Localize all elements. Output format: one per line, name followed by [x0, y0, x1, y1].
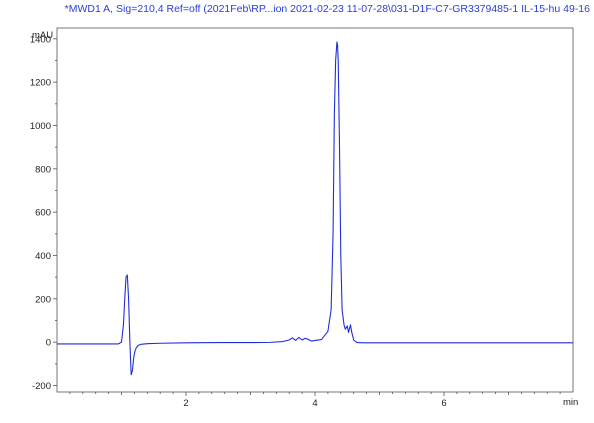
y-tick-label: 0 [46, 338, 51, 349]
x-tick-label: 6 [441, 398, 446, 409]
y-axis-ticks: -200 0 200 400 600 800 1000 1200 1400 [30, 34, 57, 392]
x-tick-label: 4 [312, 398, 317, 409]
x-axis-ticks: 2 4 6 [69, 392, 561, 409]
y-tick-label: 1200 [30, 78, 51, 89]
plot-frame [56, 27, 574, 393]
y-tick-label: -200 [32, 381, 51, 392]
y-axis-label: mAU [32, 30, 53, 41]
x-tick-label: 2 [183, 398, 188, 409]
y-tick-label: 200 [35, 294, 51, 305]
x-axis-label: min [563, 397, 578, 408]
y-tick-label: 1400 [30, 34, 51, 45]
y-tick-label: 400 [35, 251, 51, 262]
y-tick-label: 600 [35, 208, 51, 219]
y-tick-label: 800 [35, 164, 51, 175]
y-tick-label: 1000 [30, 121, 51, 132]
chart-title: *MWD1 A, Sig=210,4 Ref=off (2021Feb\RP..… [64, 3, 590, 15]
signal-trace [57, 41, 573, 376]
